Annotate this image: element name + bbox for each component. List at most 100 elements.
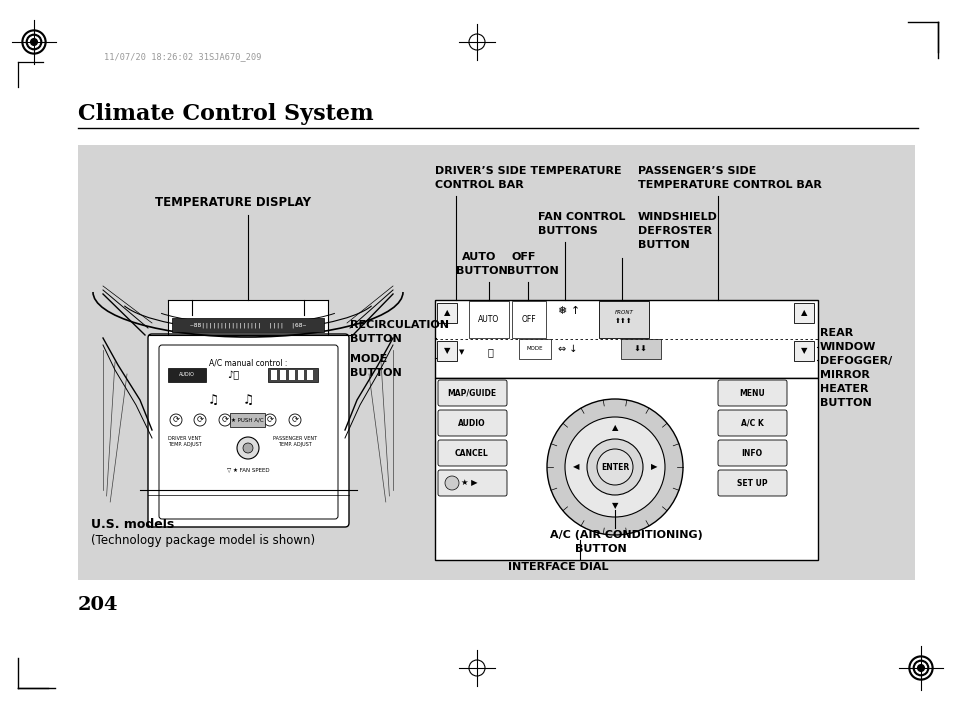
Text: ▼: ▼ <box>443 346 450 356</box>
FancyBboxPatch shape <box>598 301 648 338</box>
Circle shape <box>444 476 458 490</box>
Text: ★ ▶: ★ ▶ <box>460 479 476 488</box>
Text: ENTER: ENTER <box>600 462 628 471</box>
Text: ⬆⬆⬆: ⬆⬆⬆ <box>615 318 632 324</box>
Text: MODE: MODE <box>350 354 387 364</box>
Text: RECIRCULATION: RECIRCULATION <box>350 320 449 330</box>
FancyBboxPatch shape <box>718 380 786 406</box>
FancyBboxPatch shape <box>168 300 328 335</box>
Text: BUTTON: BUTTON <box>820 398 871 408</box>
FancyBboxPatch shape <box>297 370 304 380</box>
Circle shape <box>908 656 932 680</box>
Text: ★ PUSH A/C: ★ PUSH A/C <box>231 417 263 422</box>
Text: OFF: OFF <box>512 252 536 262</box>
FancyBboxPatch shape <box>718 470 786 496</box>
Text: CANCEL: CANCEL <box>455 449 488 457</box>
Text: 11/07/20 18:26:02 31SJA670_209: 11/07/20 18:26:02 31SJA670_209 <box>104 53 261 62</box>
Text: ⬇⬇: ⬇⬇ <box>634 344 647 354</box>
Circle shape <box>546 399 682 535</box>
Text: BUTTON: BUTTON <box>575 544 626 554</box>
Text: FRONT: FRONT <box>614 310 633 315</box>
Text: INTERFACE DIAL: INTERFACE DIAL <box>507 562 608 572</box>
Text: ⟳: ⟳ <box>172 415 179 425</box>
Text: (Technology package model is shown): (Technology package model is shown) <box>91 534 314 547</box>
Text: DRIVER VENT
TEMP. ADJUST: DRIVER VENT TEMP. ADJUST <box>168 436 202 447</box>
Text: BUTTON: BUTTON <box>638 240 689 250</box>
FancyBboxPatch shape <box>435 300 817 378</box>
FancyBboxPatch shape <box>307 370 313 380</box>
Text: ♫: ♫ <box>242 393 253 407</box>
FancyBboxPatch shape <box>469 301 509 338</box>
Circle shape <box>915 662 925 674</box>
Text: ▼: ▼ <box>458 349 464 355</box>
Text: ▲: ▲ <box>611 423 618 432</box>
Text: MODE: MODE <box>526 346 542 351</box>
Text: FAN CONTROL: FAN CONTROL <box>537 212 625 222</box>
Circle shape <box>243 443 253 453</box>
Text: TEMPERATURE CONTROL BAR: TEMPERATURE CONTROL BAR <box>638 180 821 190</box>
Circle shape <box>586 439 642 495</box>
FancyBboxPatch shape <box>268 368 317 382</box>
Text: SET UP: SET UP <box>736 479 766 488</box>
Text: ♫: ♫ <box>207 393 218 407</box>
Text: ▲: ▲ <box>443 309 450 317</box>
Circle shape <box>22 30 46 54</box>
Text: ▽ ★ FAN SPEED: ▽ ★ FAN SPEED <box>227 468 269 473</box>
Text: BUTTON: BUTTON <box>350 334 401 344</box>
Text: REAR: REAR <box>820 328 852 338</box>
FancyBboxPatch shape <box>437 440 506 466</box>
Text: AUDIO: AUDIO <box>179 373 194 378</box>
FancyBboxPatch shape <box>436 303 456 323</box>
Text: PASSENGER’S SIDE: PASSENGER’S SIDE <box>638 166 756 176</box>
FancyBboxPatch shape <box>148 334 349 527</box>
Text: WINDOW: WINDOW <box>820 342 876 352</box>
FancyBboxPatch shape <box>518 339 551 359</box>
Circle shape <box>236 437 258 459</box>
Text: AUTO: AUTO <box>477 315 499 324</box>
Circle shape <box>24 32 44 52</box>
FancyBboxPatch shape <box>172 318 324 332</box>
Text: DEFROSTER: DEFROSTER <box>638 226 711 236</box>
Text: BUTTON: BUTTON <box>350 368 401 378</box>
Text: ~88||||||||||||||||  ||||  |68~: ~88|||||||||||||||| |||| |68~ <box>190 322 306 328</box>
FancyBboxPatch shape <box>718 440 786 466</box>
FancyBboxPatch shape <box>435 378 817 560</box>
Text: U.S. models: U.S. models <box>91 518 174 531</box>
Text: INFO: INFO <box>740 449 761 457</box>
Text: MIRROR: MIRROR <box>820 370 869 380</box>
FancyBboxPatch shape <box>718 410 786 436</box>
Text: ▼: ▼ <box>800 346 806 356</box>
Text: A/C K: A/C K <box>740 418 762 427</box>
Text: WINDSHIELD: WINDSHIELD <box>638 212 717 222</box>
Circle shape <box>597 449 633 485</box>
Text: ▶: ▶ <box>650 462 657 471</box>
FancyBboxPatch shape <box>512 301 545 338</box>
Text: 204: 204 <box>78 596 118 614</box>
Text: DRIVER’S SIDE TEMPERATURE: DRIVER’S SIDE TEMPERATURE <box>435 166 621 176</box>
Text: ▲: ▲ <box>800 309 806 317</box>
Text: ◀: ◀ <box>572 462 578 471</box>
FancyBboxPatch shape <box>437 470 506 496</box>
Text: ⇔ ↓: ⇔ ↓ <box>558 344 578 354</box>
Text: MAP/GUIDE: MAP/GUIDE <box>447 388 497 398</box>
FancyBboxPatch shape <box>230 413 265 427</box>
FancyBboxPatch shape <box>78 145 914 580</box>
Text: BUTTON: BUTTON <box>506 266 558 276</box>
Text: BUTTON: BUTTON <box>456 266 507 276</box>
Text: DEFOGGER/: DEFOGGER/ <box>820 356 891 366</box>
Circle shape <box>564 417 664 517</box>
Text: TEMPERATURE DISPLAY: TEMPERATURE DISPLAY <box>154 196 311 209</box>
FancyBboxPatch shape <box>793 341 813 361</box>
FancyBboxPatch shape <box>168 368 206 382</box>
Circle shape <box>917 665 923 672</box>
Text: ⟳: ⟳ <box>196 415 203 425</box>
Circle shape <box>30 38 37 45</box>
Text: AUDIO: AUDIO <box>457 418 485 427</box>
Text: A/C manual control :: A/C manual control : <box>209 358 287 367</box>
Circle shape <box>912 660 927 676</box>
FancyBboxPatch shape <box>271 370 276 380</box>
FancyBboxPatch shape <box>437 380 506 406</box>
Text: CONTROL BAR: CONTROL BAR <box>435 180 523 190</box>
FancyBboxPatch shape <box>620 339 660 359</box>
Text: HEATER: HEATER <box>820 384 867 394</box>
